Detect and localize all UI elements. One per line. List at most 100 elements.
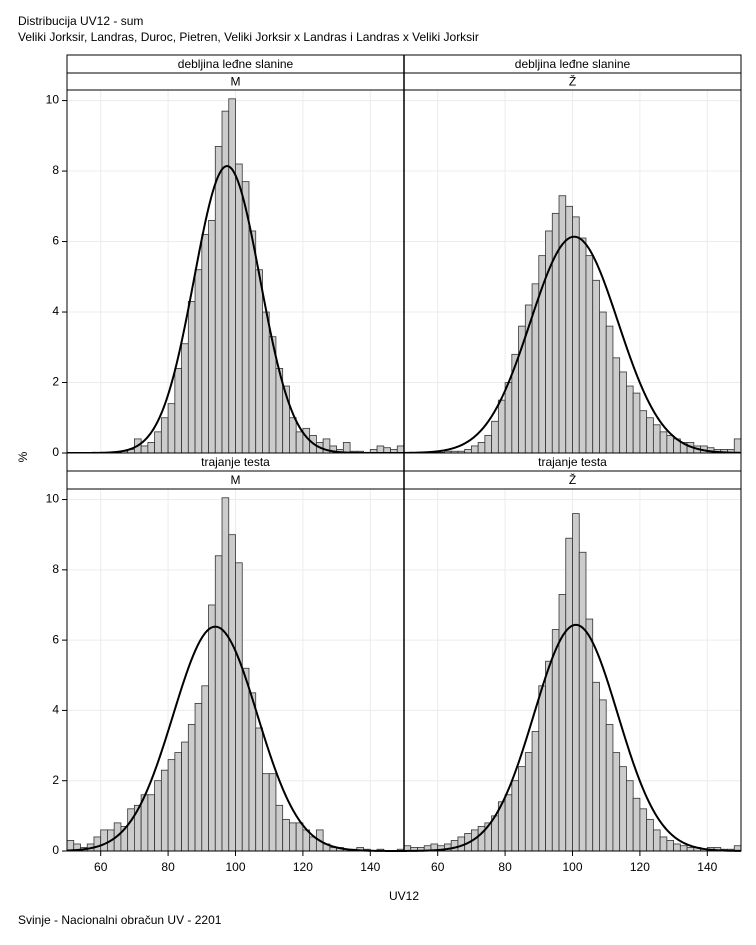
histogram-bar	[127, 808, 135, 852]
histogram-bar	[605, 325, 614, 454]
histogram-bar	[248, 230, 257, 454]
histogram-bar	[511, 780, 519, 852]
histogram-bar	[639, 410, 648, 454]
histogram-bar	[659, 431, 668, 454]
histogram-bar	[160, 769, 169, 852]
histogram-bar	[578, 237, 587, 454]
y-tick-label: 0	[52, 843, 59, 857]
histogram-bar	[248, 692, 257, 852]
histogram-bar	[551, 629, 560, 852]
strip-label: trajanje testa	[538, 455, 607, 469]
histogram-bar	[396, 445, 405, 454]
histogram-bar	[450, 840, 459, 852]
strip-label: M	[231, 75, 241, 89]
y-tick-label: 2	[52, 773, 59, 787]
histogram-bar	[578, 551, 587, 852]
y-tick-label: 10	[46, 93, 60, 107]
histogram-bar	[194, 269, 203, 454]
histogram-bar	[646, 417, 654, 454]
histogram-bar	[666, 434, 674, 454]
x-tick-label: 60	[431, 860, 445, 874]
histogram-bar	[100, 829, 108, 852]
histogram-bar	[626, 385, 634, 454]
histogram-bar	[268, 773, 277, 852]
y-tick-label: 4	[52, 304, 59, 318]
normal-curve	[403, 235, 742, 454]
histogram-bar	[289, 822, 297, 852]
histogram-bar	[599, 311, 607, 454]
histogram-bar	[666, 840, 674, 852]
x-axis-label: UV12	[389, 889, 419, 903]
histogram-bar	[652, 424, 661, 454]
histogram-bar	[174, 368, 182, 454]
y-tick-label: 8	[52, 163, 59, 177]
histogram-bar	[187, 301, 196, 454]
histogram-bar	[605, 724, 614, 852]
histogram-bar	[255, 269, 263, 454]
histogram-bar	[585, 618, 594, 852]
x-tick-label: 100	[562, 860, 582, 874]
histogram-bar	[612, 357, 621, 454]
histogram-bar	[93, 836, 102, 852]
strip-label: Ž	[569, 74, 576, 89]
strip-label: debljina leđne slanine	[515, 57, 631, 71]
histogram-bar	[228, 534, 236, 852]
histogram-bar	[632, 392, 641, 454]
histogram-bar	[140, 445, 149, 454]
histogram-bar	[214, 555, 223, 852]
chart-title: Distribucija UV12 - sum	[18, 14, 143, 28]
y-tick-label: 8	[52, 562, 59, 576]
histogram-bar	[289, 417, 297, 454]
histogram-bar	[470, 445, 479, 454]
histogram-bar	[167, 403, 176, 454]
histogram-bar	[612, 752, 621, 852]
x-tick-label: 140	[697, 860, 717, 874]
histogram-bar	[208, 604, 216, 852]
histogram-bar	[639, 808, 648, 852]
histogram-bar	[484, 434, 493, 454]
y-tick-label: 4	[52, 703, 59, 717]
histogram-bar	[632, 797, 641, 852]
histogram-bar	[504, 382, 513, 454]
y-tick-label: 0	[52, 445, 59, 459]
histogram-bar	[181, 741, 189, 852]
histogram-bar	[619, 766, 627, 852]
histogram-bar	[538, 685, 546, 852]
histogram-bar	[194, 702, 203, 852]
histogram-bar	[187, 724, 196, 852]
histogram-bar	[181, 343, 189, 454]
histogram-bar	[599, 699, 607, 852]
histogram-bar	[504, 794, 513, 852]
histogram-bar	[262, 773, 270, 852]
histogram-bar	[154, 431, 162, 454]
strip-label: M	[231, 473, 241, 487]
histogram-bar	[646, 818, 654, 852]
histogram-bar	[262, 311, 270, 454]
histogram-bar	[342, 442, 351, 454]
histogram-bar	[221, 497, 230, 852]
histogram-bar	[295, 822, 304, 852]
histogram-bar	[652, 829, 661, 852]
histogram-bar	[572, 216, 580, 454]
histogram-bar	[147, 794, 156, 852]
histogram-bar	[545, 660, 553, 852]
y-tick-label: 2	[52, 375, 59, 389]
histogram-bar	[255, 727, 263, 852]
x-tick-label: 60	[94, 860, 108, 874]
histogram-bar	[154, 780, 162, 852]
normal-curve	[404, 623, 742, 852]
histogram-bar	[565, 537, 573, 852]
histogram-bar	[524, 752, 533, 852]
histogram-bar	[295, 431, 304, 454]
histogram-bar	[208, 219, 216, 454]
histogram-bar	[592, 681, 600, 852]
footer: Svinje - Nacionalni obračun UV - 2201	[18, 913, 222, 927]
histogram-bar	[497, 399, 506, 454]
histogram-bar	[147, 442, 156, 454]
y-axis-label: %	[16, 451, 30, 462]
x-tick-label: 120	[293, 860, 313, 874]
normal-curve	[66, 625, 404, 852]
histogram-bar	[659, 836, 668, 852]
histogram-bar	[585, 255, 594, 454]
